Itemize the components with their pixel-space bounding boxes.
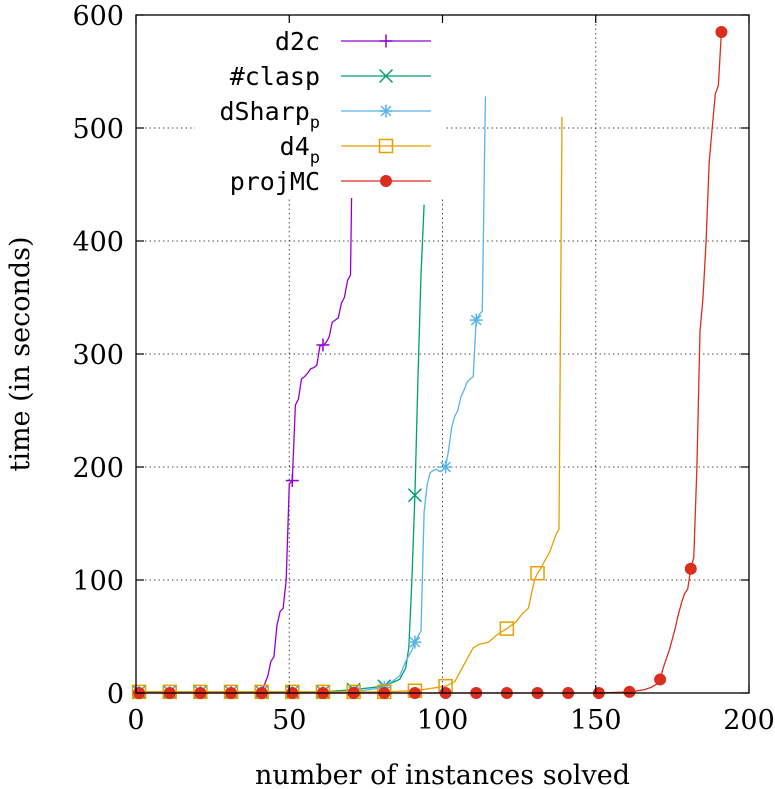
x-axis-label: number of instances solved [255,760,630,789]
y-tick-label: 400 [72,227,124,258]
x-tick-label: 150 [570,705,622,736]
data-point [530,565,545,581]
data-point [469,313,483,327]
series-line [139,116,563,693]
axes: 0 50 100 150 200 0 100 200 300 400 500 600 [72,1,774,736]
legend-label: dSharpp [219,97,320,133]
y-tick-label: 500 [72,114,124,145]
data-point [407,488,422,503]
legend-marker [380,175,392,187]
y-tick-label: 100 [72,566,124,597]
x-tick-label: 100 [417,705,469,736]
x-tick-label: 0 [127,705,144,736]
series-#clasp [132,204,425,699]
legend-marker [379,104,393,118]
x-tick-label: 50 [272,705,306,736]
data-point [654,673,667,686]
series-d4_p [131,116,563,700]
series-line [139,204,425,693]
legend-entry: dSharpp [219,97,431,133]
data-point [715,25,728,38]
series-line [139,51,355,693]
y-tick-label: 200 [72,453,124,484]
y-tick-label: 600 [72,1,124,32]
legend-entry: d4p [280,132,431,168]
legend-label: #clasp [230,62,320,91]
legend-background [195,20,445,198]
legend-marker [378,138,394,154]
legend-entry: d2c [275,27,431,56]
data-point [684,562,697,575]
legend-entry: #clasp [230,62,431,91]
data-point [316,338,330,352]
data-point [408,635,422,649]
y-axis-label: time (in seconds) [5,236,36,471]
legend-marker [378,68,394,84]
legend-marker [379,34,393,48]
x-tick-label: 200 [723,705,775,736]
data-point [499,621,515,636]
legend-entry: projMC [230,167,431,196]
legend-label: projMC [230,167,320,196]
legend-label: d2c [275,27,320,56]
data-point [285,474,299,488]
y-tick-label: 300 [72,340,124,371]
y-tick-label: 0 [107,679,124,710]
data-point [623,685,636,698]
legend-label: d4p [280,132,320,168]
data-point [439,460,453,474]
